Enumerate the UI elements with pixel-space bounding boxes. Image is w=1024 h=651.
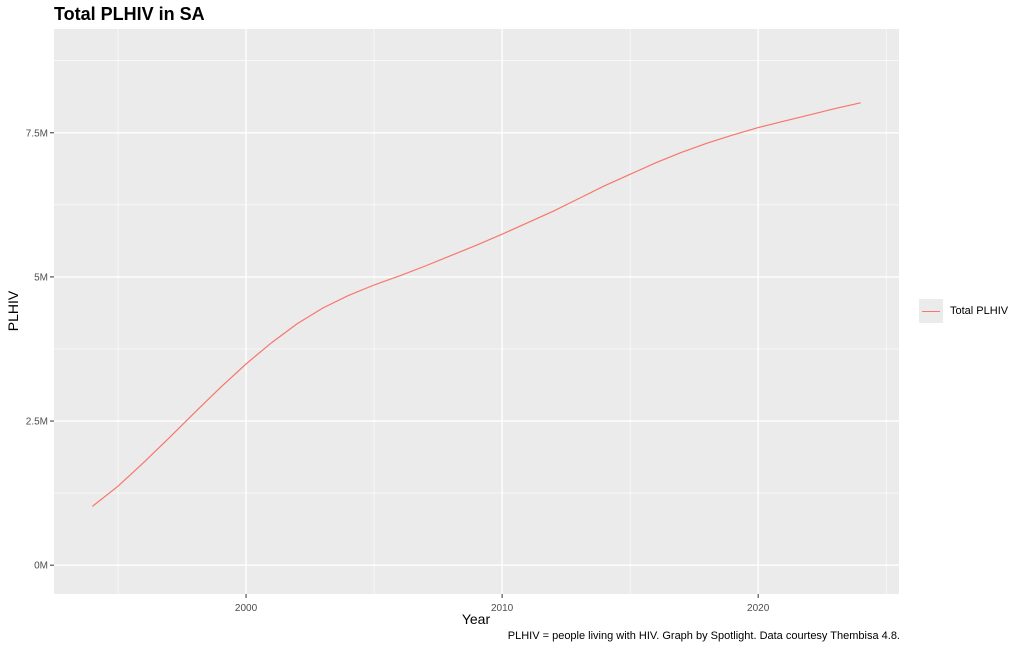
- x-axis-title: Year: [462, 611, 491, 627]
- y-tick-label: 2.5M: [26, 417, 48, 428]
- legend-label: Total PLHIV: [950, 305, 1009, 317]
- x-tick-label: 2020: [747, 603, 770, 614]
- y-axis: 0M 2.5M 5M 7.5M: [26, 128, 54, 572]
- y-tick-label: 5M: [34, 272, 48, 283]
- x-axis: 2000 2010 2020: [235, 594, 770, 614]
- series-line-total-plhiv: [92, 102, 861, 507]
- legend: Total PLHIV: [919, 299, 1008, 323]
- y-tick-label: 7.5M: [26, 128, 48, 139]
- series-layer: [92, 102, 861, 507]
- x-tick-label: 2010: [491, 603, 514, 614]
- chart-caption: PLHIV = people living with HIV. Graph by…: [507, 630, 900, 642]
- x-tick-label: 2000: [235, 603, 258, 614]
- legend-line-swatch: [922, 310, 940, 312]
- chart-title: Total PLHIV in SA: [54, 4, 205, 24]
- plot-panel: [54, 29, 899, 594]
- legend-key: [919, 299, 943, 323]
- y-axis-title: PLHIV: [5, 290, 21, 331]
- major-gridlines: [54, 29, 899, 594]
- y-tick-label: 0M: [34, 561, 48, 572]
